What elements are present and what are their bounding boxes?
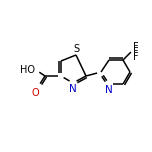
- Text: F: F: [133, 52, 139, 62]
- Text: F: F: [133, 47, 139, 57]
- Text: N: N: [105, 85, 113, 95]
- Text: F: F: [133, 42, 139, 52]
- Text: N: N: [69, 84, 77, 94]
- Text: S: S: [73, 43, 79, 54]
- Text: HO: HO: [20, 65, 35, 75]
- Text: O: O: [31, 88, 39, 98]
